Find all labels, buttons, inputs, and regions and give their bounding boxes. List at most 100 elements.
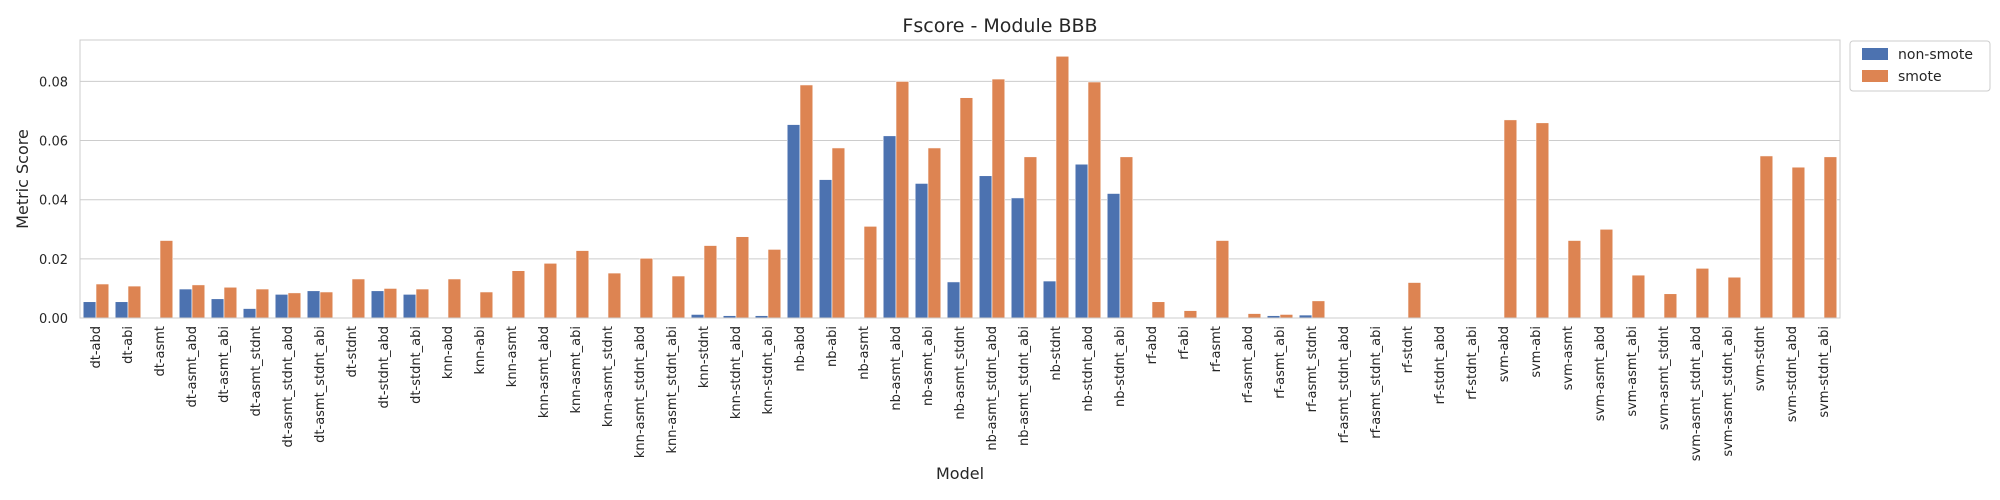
y-tick-label: 0.06 [39, 135, 68, 150]
x-axis-label: Model [936, 464, 984, 483]
x-tick-label: svm-asmt_stdnt_abi [1721, 326, 1736, 457]
x-tick-label: knn-asmt_stdnt [601, 326, 616, 427]
x-tick-label: rf-asmt_stdnt [1305, 326, 1320, 412]
bar-smote-nb-asmt [863, 226, 878, 319]
bar-smote-dt-asmt_stdnt_abd [287, 292, 302, 319]
x-tick-label: svm-asmt [1561, 326, 1576, 390]
x-tick-label: knn-abd [441, 326, 456, 379]
chart-title: Fscore - Module BBB [902, 15, 1097, 37]
x-tick-label: knn-asmt_stdnt_abd [633, 326, 648, 458]
x-tick-label: nb-asmt_abd [889, 326, 904, 411]
legend-swatch-smote [1862, 70, 1888, 82]
bar-smote-nb-stdnt_abi [1119, 156, 1134, 319]
bar-smote-rf-abi [1183, 310, 1198, 319]
bar-smote-svm-abd [1503, 119, 1518, 319]
bar-non-smote-nb-stdnt_abi [1106, 193, 1121, 319]
bar-smote-nb-abi [831, 147, 846, 319]
legend: non-smote smote [1849, 40, 1991, 92]
bar-smote-dt-asmt_stdnt_abi [319, 291, 334, 319]
x-tick-label: nb-asmt_abi [921, 326, 936, 406]
bar-smote-rf-asmt [1215, 240, 1230, 319]
x-tick-label: nb-abi [825, 326, 840, 367]
legend-label-smote: smote [1898, 69, 1942, 85]
x-tick-label: dt-abi [121, 326, 136, 364]
legend-swatch-non-smote [1862, 48, 1888, 60]
x-tick-label: dt-asmt [153, 326, 168, 377]
x-tick-label: svm-abi [1529, 326, 1544, 378]
y-tick-label: 0.00 [39, 312, 68, 327]
bar-non-smote-dt-asmt_stdnt [242, 308, 257, 319]
bar-smote-dt-asmt_abd [191, 284, 206, 319]
x-tick-label: rf-abi [1177, 326, 1192, 360]
bar-smote-rf-abd [1151, 301, 1166, 319]
bar-non-smote-dt-asmt_abd [178, 288, 193, 319]
x-tick-label: nb-asmt_stdnt_abi [1017, 326, 1032, 446]
x-tick-label: knn-abi [473, 326, 488, 375]
bar-smote-nb-asmt_stdnt [959, 97, 974, 319]
bar-non-smote-dt-stdnt_abd [370, 290, 385, 319]
bar-smote-svm-stdnt_abi [1823, 156, 1838, 319]
bar-smote-knn-asmt_stdnt [607, 272, 622, 319]
x-tick-label: knn-asmt_stdnt_abi [665, 326, 680, 454]
bar-smote-svm-abi [1535, 122, 1550, 319]
x-tick-label: dt-asmt_stdnt [249, 326, 264, 417]
bar-non-smote-nb-asmt_abi [914, 183, 929, 319]
bar-non-smote-dt-asmt_stdnt_abi [306, 290, 321, 319]
x-tick-label: rf-asmt_abi [1273, 326, 1288, 399]
bar-smote-nb-stdnt [1055, 55, 1070, 319]
bar-non-smote-nb-abi [818, 179, 833, 319]
bar-smote-svm-asmt_stdnt_abi [1727, 276, 1742, 319]
x-tick-label: knn-asmt_abi [569, 326, 584, 414]
bar-smote-rf-stdnt [1407, 282, 1422, 319]
bar-non-smote-nb-abd [786, 124, 801, 319]
bar-non-smote-nb-asmt_stdnt [946, 281, 961, 319]
x-tick-label: svm-stdnt_abi [1817, 326, 1832, 418]
bar-smote-dt-stdnt_abd [383, 288, 398, 319]
x-tick-label: svm-stdnt_abd [1785, 326, 1800, 422]
bar-smote-nb-asmt_abi [927, 147, 942, 319]
bar-non-smote-nb-asmt_stdnt_abd [978, 175, 993, 319]
bar-non-smote-knn-stdnt [690, 314, 705, 319]
bars [82, 55, 1838, 319]
bar-smote-knn-stdnt_abd [735, 236, 750, 319]
x-tick-label: rf-asmt [1209, 326, 1224, 372]
x-tick-label: svm-asmt_abd [1593, 326, 1608, 421]
bar-smote-dt-stdnt_abi [415, 288, 430, 319]
bar-smote-knn-asmt_stdnt_abi [671, 275, 686, 319]
bar-smote-knn-asmt_abd [543, 262, 558, 319]
x-tick-label: dt-stdnt_abi [409, 326, 424, 404]
bar-smote-dt-asmt_abi [223, 286, 238, 319]
bar-non-smote-nb-asmt_stdnt_abi [1010, 197, 1025, 319]
bar-non-smote-dt-abi [114, 301, 129, 319]
bar-smote-svm-asmt_abi [1631, 274, 1646, 319]
bar-smote-dt-abd [95, 283, 110, 319]
x-tick-label: rf-stdnt_abi [1465, 326, 1480, 400]
x-tick-label: svm-abd [1497, 326, 1512, 382]
y-tick-label: 0.04 [39, 194, 68, 209]
y-tick-label: 0.08 [39, 75, 68, 90]
x-tick-label: rf-asmt_abd [1241, 326, 1256, 403]
x-tick-label: knn-stdnt_abi [761, 326, 776, 415]
legend-label-non-smote: non-smote [1898, 47, 1973, 63]
bar-smote-knn-abd [447, 278, 462, 319]
bar-non-smote-dt-abd [82, 301, 97, 319]
bar-smote-rf-asmt_abd [1247, 313, 1262, 319]
x-tick-label: knn-stdnt [697, 326, 712, 388]
bar-smote-knn-asmt_abi [575, 250, 590, 319]
x-axis-ticks: dt-abd dt-abi dt-asmt dt-asmt_abd dt-asmt_ab… [89, 326, 1832, 461]
x-tick-label: knn-asmt [505, 326, 520, 387]
bar-smote-knn-stdnt_abi [767, 249, 782, 319]
x-tick-label: rf-asmt_stdnt_abd [1337, 326, 1352, 443]
x-tick-label: rf-stdnt [1401, 326, 1416, 373]
bar-smote-nb-asmt_stdnt_abi [1023, 156, 1038, 319]
x-tick-label: dt-stdnt [345, 326, 360, 378]
bar-non-smote-dt-asmt_stdnt_abd [274, 294, 289, 319]
x-tick-label: nb-asmt [857, 326, 872, 380]
bar-smote-svm-stdnt_abd [1791, 166, 1806, 319]
bar-smote-knn-stdnt [703, 245, 718, 319]
x-tick-label: dt-asmt_abd [185, 326, 200, 408]
bar-smote-rf-asmt_stdnt [1311, 300, 1326, 319]
x-tick-label: nb-stdnt [1049, 326, 1064, 381]
x-tick-label: nb-abd [793, 326, 808, 372]
